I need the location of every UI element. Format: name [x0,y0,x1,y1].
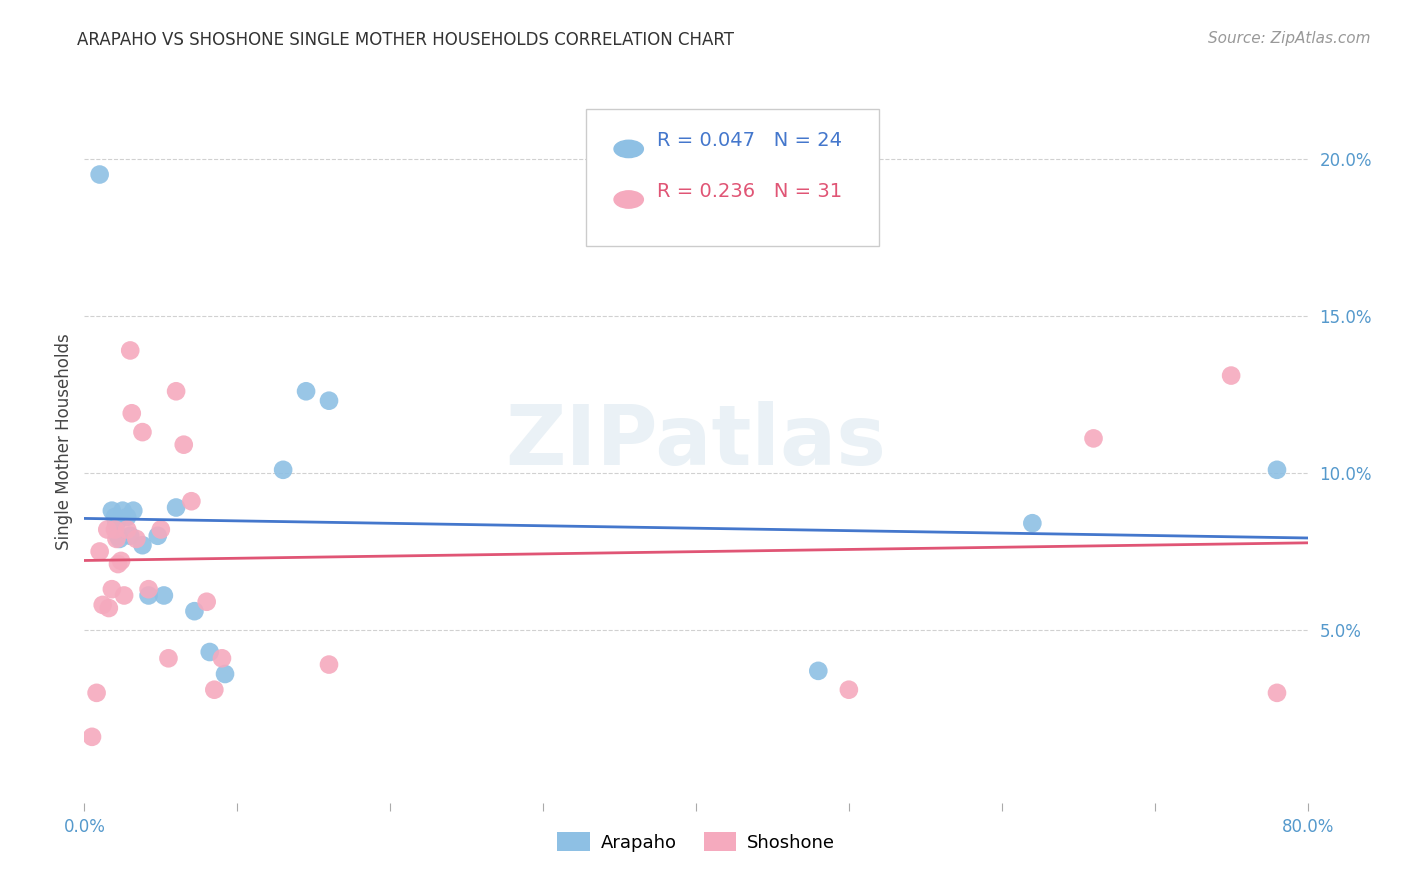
Y-axis label: Single Mother Households: Single Mother Households [55,334,73,549]
Point [96,523,118,537]
Point [125,532,148,546]
Point [173,438,195,452]
Point [89,168,111,182]
Point [111,503,134,517]
Point [105,516,128,531]
Point [202,682,225,697]
Point [1265,686,1288,700]
Text: ARAPAHO VS SHOSHONE SINGLE MOTHER HOUSEHOLDS CORRELATION CHART: ARAPAHO VS SHOSHONE SINGLE MOTHER HOUSEH… [77,31,734,49]
Circle shape [614,140,644,158]
Point [180,494,202,508]
Point [807,664,830,678]
Point [101,582,124,597]
Point [165,384,187,399]
Point [120,343,142,358]
Point [1021,516,1043,531]
Point [104,510,127,524]
Point [80,730,103,744]
Text: R = 0.236   N = 31: R = 0.236 N = 31 [657,182,842,201]
Point [318,393,340,408]
Point [105,532,128,546]
Point [271,463,294,477]
Point [138,589,160,603]
Point [131,538,153,552]
Point [1083,431,1105,445]
Point [318,657,340,672]
Point [110,554,132,568]
FancyBboxPatch shape [586,109,880,246]
Point [165,500,187,515]
Legend: Arapaho, Shoshone: Arapaho, Shoshone [550,825,842,859]
Text: ZIPatlas: ZIPatlas [506,401,886,482]
Point [122,503,145,517]
Point [112,589,135,603]
Point [1265,463,1288,477]
Point [211,651,233,665]
Point [107,529,129,543]
Point [149,523,172,537]
Point [115,523,138,537]
Point [157,651,180,665]
Point [838,682,860,697]
Point [153,589,176,603]
Circle shape [614,191,644,208]
Point [89,544,111,558]
Point [108,532,131,546]
Point [91,598,114,612]
Point [86,686,108,700]
Point [131,425,153,439]
Point [183,604,205,618]
Point [101,503,124,517]
Point [198,645,221,659]
Point [214,667,236,681]
Point [120,529,142,543]
Point [195,595,218,609]
Point [115,510,138,524]
Text: R = 0.047   N = 24: R = 0.047 N = 24 [657,131,842,151]
Point [97,601,120,615]
Point [104,523,127,537]
Point [121,406,143,420]
Point [1220,368,1243,383]
Point [146,529,169,543]
Point [107,557,129,571]
Point [295,384,318,399]
Point [138,582,160,597]
Text: Source: ZipAtlas.com: Source: ZipAtlas.com [1208,31,1371,46]
